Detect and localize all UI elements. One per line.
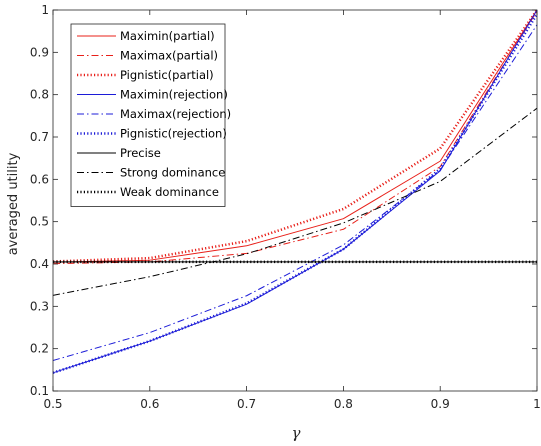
- y-tick-label: 0.1: [30, 384, 49, 398]
- x-tick-label: 0.6: [140, 397, 159, 411]
- series-layer: [52, 9, 539, 374]
- x-tick-label: 0.5: [43, 397, 62, 411]
- legend-label-1: Maximin(partial): [120, 29, 215, 43]
- legend-label-6: Pignistic(rejection): [120, 127, 227, 141]
- series-line-4: [52, 9, 538, 374]
- series-line-3: [52, 9, 539, 263]
- legend: Maximin(partial) Maximax(partial) Pignisti…: [70, 23, 231, 207]
- x-axis-title: γ: [292, 424, 301, 442]
- plot-frame: [52, 9, 538, 392]
- axes-layer: 0.5 0.6 0.7 0.8 0.9 1 0.1 0.2 0.3 0.4 0.5 0.6 0.7 0.8…: [30, 3, 541, 411]
- series-line-2: [52, 11, 538, 265]
- y-tick-label: 1: [41, 3, 49, 17]
- y-tick-label: 0.9: [30, 45, 49, 59]
- legend-label-3: Pignistic(partial): [120, 68, 214, 82]
- legend-box: [70, 23, 226, 207]
- series-line-5: [52, 24, 538, 362]
- y-axis-title: averaged utility: [6, 152, 21, 255]
- legend-label-4: Maximin(rejection): [120, 88, 228, 102]
- series-line-6: [52, 13, 539, 374]
- y-tick-label: 0.3: [30, 299, 49, 313]
- legend-label-9: Weak dominance: [120, 185, 219, 199]
- y-tick-label: 0.6: [30, 172, 49, 186]
- legend-label-2: Maximax(partial): [120, 49, 218, 63]
- y-tick-label: 0.4: [30, 257, 49, 271]
- x-tick-label: 0.8: [334, 397, 353, 411]
- y-tick-label: 0.5: [30, 215, 49, 229]
- legend-label-7: Precise: [120, 146, 161, 160]
- x-tick-label: 1: [533, 397, 541, 411]
- x-tick-label: 0.9: [431, 397, 450, 411]
- y-tick-label: 0.2: [30, 342, 49, 356]
- x-tick-label: 0.7: [237, 397, 256, 411]
- legend-label-8: Strong dominance: [120, 166, 225, 180]
- y-tick-label: 0.8: [30, 88, 49, 102]
- y-tick-label: 0.7: [30, 130, 49, 144]
- series-line-8: [52, 107, 538, 296]
- legend-label-5: Maximax(rejection): [120, 107, 231, 121]
- series-line-1: [52, 9, 538, 263]
